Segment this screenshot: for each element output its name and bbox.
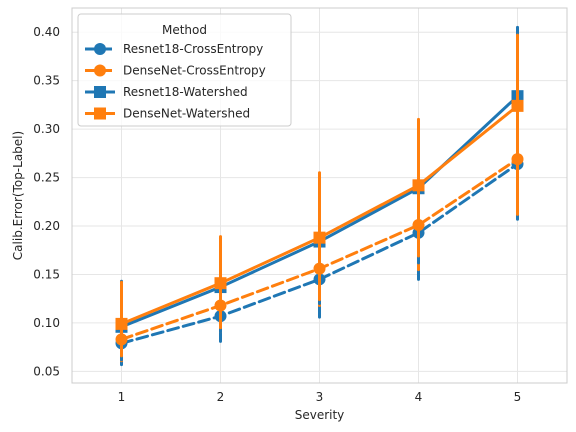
data-point-square: [412, 179, 425, 192]
x-tick-label: 1: [118, 390, 126, 404]
series-group: [115, 25, 524, 367]
legend-label: DenseNet-Watershed: [123, 107, 250, 121]
x-axis-ticks: 1 2 3 4 5: [118, 390, 522, 404]
data-point-square: [214, 277, 227, 290]
legend: Method Resnet18-CrossEntropy DenseNet-Cro…: [77, 13, 292, 127]
y-axis-ticks: 0.05 0.10 0.15 0.20 0.25 0.30 0.35 0.40: [33, 25, 60, 378]
legend-label: Resnet18-CrossEntropy: [123, 42, 263, 56]
legend-label: Resnet18-Watershed: [123, 85, 248, 99]
series-s4: [115, 33, 524, 358]
data-point-square: [511, 99, 524, 112]
y-tick-label: 0.30: [33, 122, 60, 136]
legend-item: DenseNet-Watershed: [85, 107, 250, 121]
data-point-square: [115, 317, 128, 330]
legend-item: Resnet18-Watershed: [85, 85, 248, 99]
y-tick-label: 0.20: [33, 219, 60, 233]
x-tick-label: 2: [217, 390, 225, 404]
legend-marker-circle: [94, 64, 106, 77]
x-axis-label: Severity: [295, 408, 345, 422]
legend-title: Method: [162, 23, 207, 37]
legend-item: DenseNet-CrossEntropy: [85, 64, 266, 78]
y-tick-label: 0.05: [33, 364, 60, 378]
legend-item: Resnet18-CrossEntropy: [85, 42, 263, 56]
data-point-square: [313, 231, 326, 244]
x-tick-label: 5: [514, 390, 522, 404]
legend-marker-square: [94, 86, 106, 98]
y-tick-label: 0.35: [33, 74, 60, 88]
y-tick-label: 0.10: [33, 316, 60, 330]
plot-frame: [71, 7, 568, 384]
y-tick-label: 0.40: [33, 25, 60, 39]
legend-box: [77, 13, 292, 127]
legend-label: DenseNet-CrossEntropy: [123, 64, 266, 78]
x-tick-label: 4: [415, 390, 423, 404]
legend-marker-square: [94, 107, 106, 120]
y-axis-label: Calib.Error(Top-Label): [11, 131, 25, 260]
y-tick-label: 0.25: [33, 171, 60, 185]
legend-items: Resnet18-CrossEntropy DenseNet-CrossEntro…: [85, 42, 266, 121]
legend-marker-circle: [94, 43, 106, 55]
x-tick-label: 3: [316, 390, 324, 404]
y-tick-label: 0.15: [33, 267, 60, 281]
